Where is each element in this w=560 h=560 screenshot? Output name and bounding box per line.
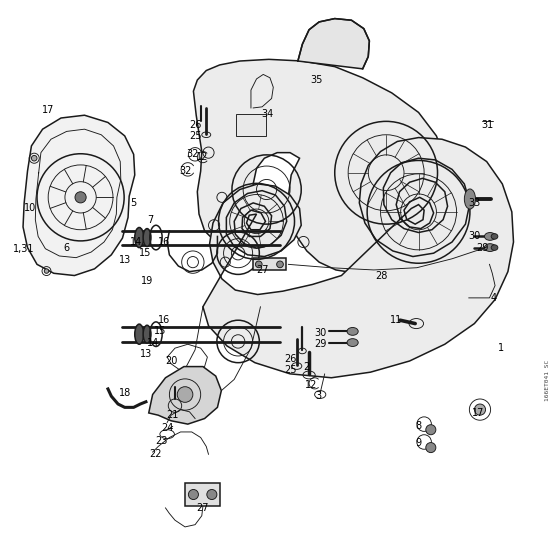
FancyBboxPatch shape — [185, 483, 220, 506]
Text: 32: 32 — [186, 150, 198, 159]
Text: 3: 3 — [315, 391, 321, 401]
Text: 13: 13 — [140, 349, 152, 359]
Text: 31: 31 — [482, 120, 494, 130]
Text: 17: 17 — [42, 105, 54, 115]
Polygon shape — [149, 367, 221, 424]
Text: 12: 12 — [195, 152, 208, 162]
Text: 1: 1 — [498, 343, 503, 353]
Text: 5: 5 — [130, 198, 137, 208]
Circle shape — [177, 387, 193, 402]
Text: 35: 35 — [310, 75, 323, 85]
Text: 28: 28 — [375, 270, 388, 281]
Text: 14: 14 — [147, 338, 159, 348]
Polygon shape — [23, 115, 135, 276]
Polygon shape — [236, 114, 266, 136]
Text: 22: 22 — [150, 449, 162, 459]
Ellipse shape — [491, 234, 498, 239]
Circle shape — [75, 192, 86, 203]
Text: 16: 16 — [158, 237, 170, 247]
Text: 25: 25 — [189, 131, 202, 141]
Text: 26: 26 — [189, 120, 201, 130]
Text: 8: 8 — [416, 421, 422, 431]
Ellipse shape — [135, 324, 144, 344]
Circle shape — [474, 404, 486, 415]
Ellipse shape — [347, 328, 358, 335]
Text: 12: 12 — [305, 380, 317, 390]
Text: 26: 26 — [284, 354, 296, 365]
Text: 4: 4 — [491, 293, 497, 303]
Text: 29: 29 — [314, 339, 326, 349]
Text: 29: 29 — [476, 242, 488, 253]
Text: 10: 10 — [24, 203, 36, 213]
Ellipse shape — [143, 325, 151, 343]
Text: 166ET041 SC: 166ET041 SC — [544, 360, 549, 401]
Text: 14: 14 — [130, 237, 143, 247]
Text: 33: 33 — [468, 198, 480, 208]
Text: 25: 25 — [284, 366, 296, 376]
Circle shape — [31, 156, 37, 161]
Ellipse shape — [491, 245, 498, 250]
Text: 6: 6 — [63, 242, 69, 253]
Text: 23: 23 — [155, 436, 168, 446]
Circle shape — [255, 261, 262, 268]
Circle shape — [207, 489, 217, 500]
Text: 15: 15 — [153, 326, 166, 337]
Text: 30: 30 — [468, 231, 480, 241]
Circle shape — [426, 442, 436, 452]
Circle shape — [277, 261, 283, 268]
Ellipse shape — [464, 189, 475, 209]
Text: 34: 34 — [262, 109, 274, 119]
Text: 24: 24 — [161, 423, 174, 433]
Text: 2: 2 — [304, 362, 310, 372]
Text: 1,31: 1,31 — [13, 244, 35, 254]
Text: 17: 17 — [472, 408, 484, 418]
Text: 20: 20 — [165, 356, 178, 366]
Text: 11: 11 — [390, 315, 402, 325]
Text: 15: 15 — [139, 248, 151, 258]
Text: 9: 9 — [416, 438, 422, 448]
Text: 19: 19 — [141, 276, 153, 286]
Text: 27: 27 — [256, 265, 268, 275]
Circle shape — [44, 269, 49, 273]
Text: 13: 13 — [119, 255, 132, 265]
Ellipse shape — [143, 228, 151, 246]
Text: 27: 27 — [197, 503, 209, 513]
Text: 7: 7 — [147, 214, 153, 225]
Polygon shape — [298, 18, 370, 69]
Polygon shape — [203, 138, 514, 378]
Text: 21: 21 — [166, 410, 179, 420]
Text: 32: 32 — [179, 166, 191, 176]
Text: 18: 18 — [119, 388, 131, 398]
Circle shape — [188, 489, 198, 500]
Ellipse shape — [135, 227, 144, 248]
Text: 30: 30 — [314, 328, 326, 338]
Circle shape — [426, 424, 436, 435]
Polygon shape — [253, 258, 286, 270]
Text: 16: 16 — [158, 315, 170, 325]
Ellipse shape — [484, 244, 496, 251]
Ellipse shape — [484, 232, 496, 240]
Ellipse shape — [347, 339, 358, 347]
Polygon shape — [193, 59, 449, 273]
